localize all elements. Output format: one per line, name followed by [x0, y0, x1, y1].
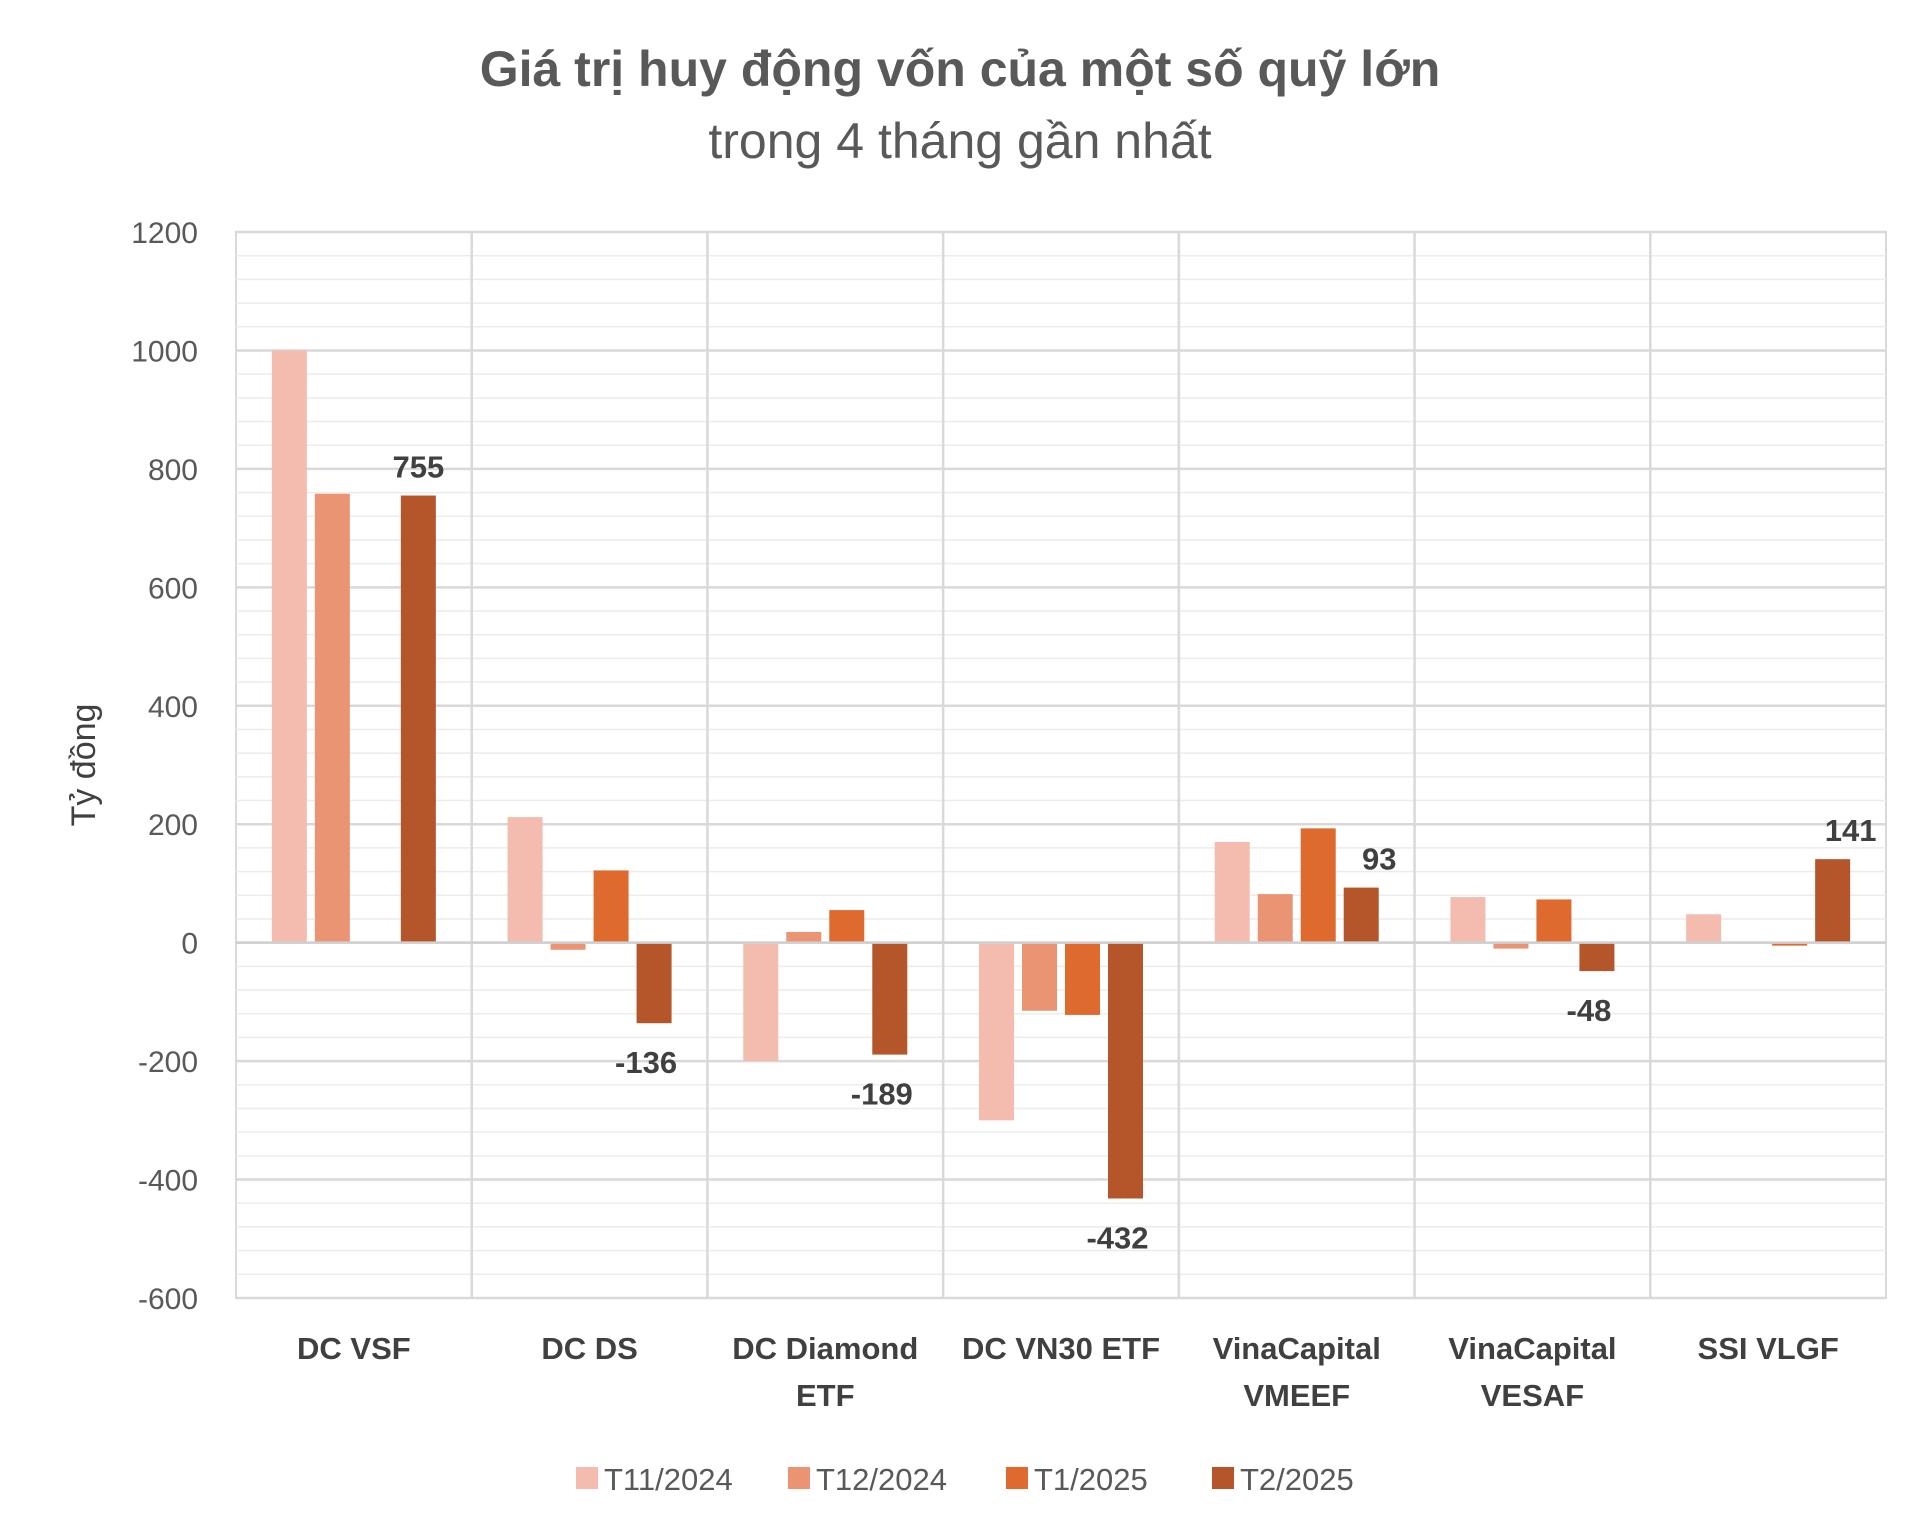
bar: [786, 932, 822, 943]
chart-title: Giá trị huy động vốn của một số quỹ lớn: [479, 41, 1441, 97]
bar: [1815, 859, 1851, 943]
y-tick-label: 200: [148, 809, 198, 842]
category-label: DC VSF: [297, 1331, 411, 1366]
y-tick-label: -600: [138, 1283, 198, 1316]
bar: [1343, 887, 1379, 943]
bar: [271, 350, 307, 943]
data-label: -48: [1567, 993, 1612, 1028]
legend-label: T1/2025: [1034, 1462, 1148, 1497]
bar: [1300, 828, 1336, 943]
plot-area: [235, 231, 1887, 1299]
data-label: 141: [1825, 813, 1877, 848]
bar: [1493, 942, 1529, 949]
bar: [1772, 942, 1808, 946]
y-tick-label: 0: [181, 928, 198, 961]
bar: [507, 817, 543, 943]
category-label: DC DS: [541, 1331, 637, 1366]
data-label: 93: [1362, 842, 1396, 877]
bar: [743, 942, 779, 1062]
bar: [314, 493, 350, 943]
data-label: -136: [615, 1045, 677, 1080]
bar: [1214, 841, 1250, 943]
category-label: VinaCapital: [1448, 1331, 1616, 1366]
bar: [1686, 914, 1722, 943]
bar: [979, 942, 1014, 1121]
y-tick-label: 800: [148, 454, 198, 487]
chart-subtitle: trong 4 tháng gần nhất: [708, 113, 1212, 169]
category-label: VESAF: [1481, 1378, 1584, 1413]
legend-label: T12/2024: [816, 1462, 947, 1497]
legend-swatch: [788, 1467, 810, 1489]
legend-label: T11/2024: [604, 1462, 733, 1497]
bar: [1108, 942, 1143, 1199]
bar: [550, 942, 586, 950]
bar: [1065, 942, 1100, 1015]
bar: [1022, 942, 1057, 1011]
category-label: VinaCapital: [1213, 1331, 1381, 1366]
legend-swatch: [1212, 1467, 1234, 1489]
bar: [400, 495, 436, 943]
y-axis-title: Tỷ đồng: [65, 704, 103, 827]
y-tick-label: 1200: [131, 217, 198, 250]
legend-swatch: [576, 1467, 598, 1489]
data-label: -432: [1086, 1221, 1148, 1256]
bar: [1450, 897, 1486, 943]
bar: [636, 942, 672, 1024]
bar: [1579, 942, 1615, 972]
category-label: ETF: [796, 1378, 855, 1413]
y-tick-label: -400: [138, 1165, 198, 1198]
data-label: 755: [392, 450, 444, 485]
bar: [1536, 899, 1572, 943]
category-label: DC Diamond: [732, 1331, 918, 1366]
data-label: -189: [851, 1077, 913, 1112]
bar: [593, 870, 629, 943]
y-tick-label: 600: [148, 572, 198, 605]
bar: [829, 910, 865, 943]
y-tick-label: 400: [148, 691, 198, 724]
bar: [872, 942, 908, 1055]
legend-swatch: [1006, 1467, 1028, 1489]
category-label: VMEEF: [1243, 1378, 1350, 1413]
category-label: DC VN30 ETF: [962, 1331, 1160, 1366]
y-tick-label: -200: [138, 1046, 198, 1079]
y-tick-label: 1000: [131, 335, 198, 368]
legend-label: T2/2025: [1240, 1462, 1354, 1497]
category-label: SSI VLGF: [1698, 1331, 1839, 1366]
bar: [1257, 894, 1293, 943]
